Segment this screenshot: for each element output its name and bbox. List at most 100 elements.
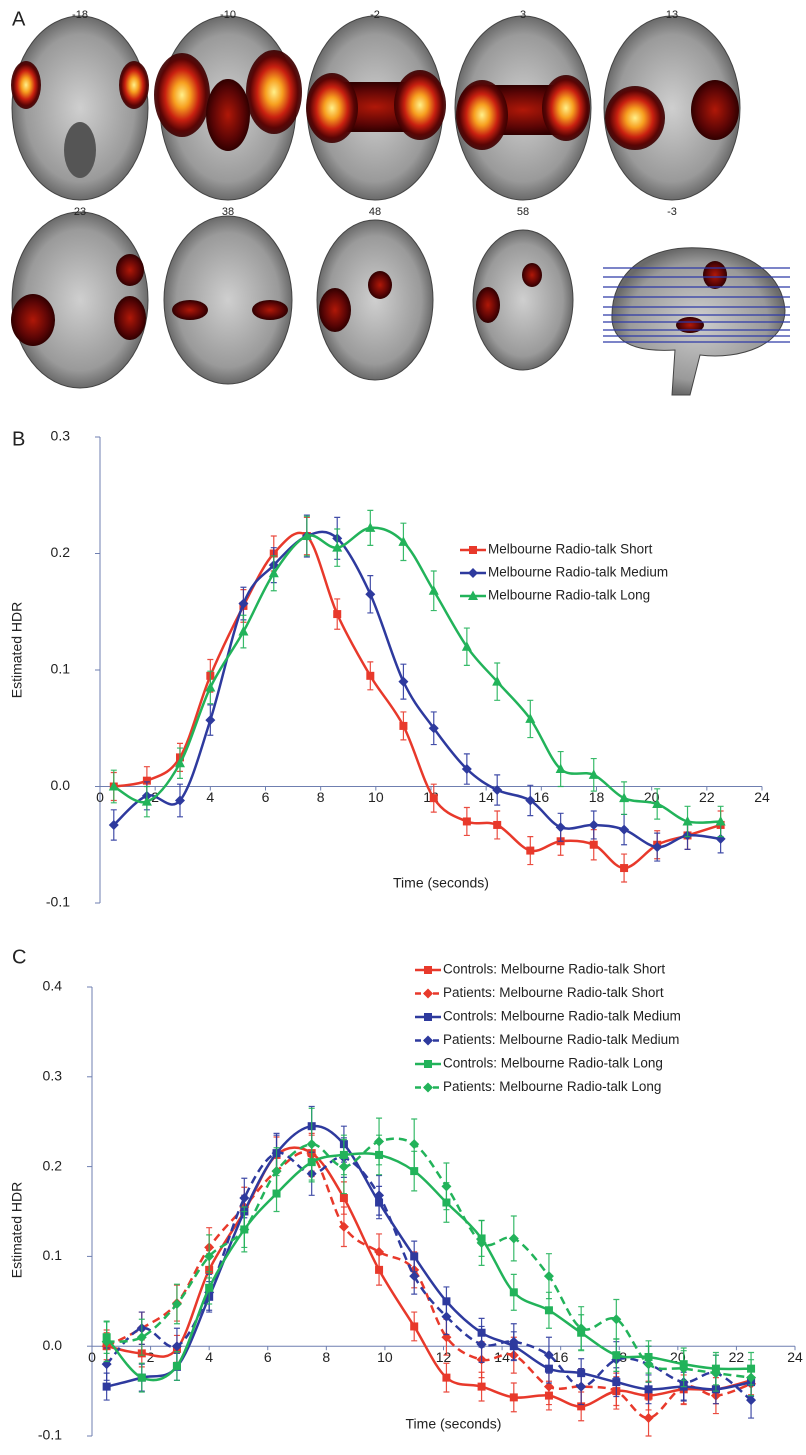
marker bbox=[525, 713, 536, 723]
marker bbox=[374, 1246, 385, 1257]
x-tick-label: 22 bbox=[699, 789, 715, 805]
marker bbox=[588, 819, 599, 830]
slice-label: -3 bbox=[667, 206, 677, 218]
marker bbox=[612, 1351, 621, 1360]
marker bbox=[476, 1339, 487, 1350]
activation bbox=[116, 254, 144, 286]
marker bbox=[409, 1271, 420, 1282]
marker bbox=[643, 1359, 654, 1370]
marker bbox=[715, 815, 726, 826]
marker bbox=[338, 1221, 349, 1232]
marker bbox=[543, 1271, 554, 1282]
marker bbox=[543, 1381, 554, 1392]
marker bbox=[555, 763, 566, 774]
legend-label: Controls: Melbourne Radio-talk Medium bbox=[443, 1009, 681, 1024]
y-tick-label: 0.1 bbox=[51, 661, 71, 677]
legend-marker bbox=[423, 1035, 433, 1046]
marker bbox=[142, 776, 151, 785]
marker bbox=[509, 1393, 518, 1402]
marker bbox=[239, 1224, 250, 1235]
marker bbox=[410, 1322, 419, 1331]
series-line bbox=[106, 1137, 752, 1379]
marker bbox=[441, 1311, 452, 1322]
brain-slice bbox=[472, 229, 574, 371]
marker bbox=[410, 1167, 419, 1176]
x-tick-label: 18 bbox=[589, 789, 605, 805]
marker bbox=[238, 626, 249, 636]
marker bbox=[746, 1395, 757, 1406]
marker bbox=[576, 1381, 587, 1392]
slice-label: -2 bbox=[370, 9, 380, 21]
marker bbox=[441, 1181, 452, 1192]
marker bbox=[442, 1373, 451, 1382]
brain-detail bbox=[64, 122, 96, 178]
slice-label: -10 bbox=[220, 9, 236, 21]
slice-label: 23 bbox=[74, 206, 86, 218]
brain-slice bbox=[603, 15, 741, 201]
y-tick-label: -0.1 bbox=[38, 1427, 62, 1443]
brain-slice bbox=[11, 15, 149, 201]
activation bbox=[154, 53, 210, 137]
brain-slices bbox=[11, 15, 790, 396]
x-tick-label: 8 bbox=[317, 789, 325, 805]
marker bbox=[366, 671, 375, 680]
marker bbox=[171, 1298, 182, 1309]
x-tick-label: 6 bbox=[264, 1349, 272, 1365]
marker bbox=[174, 757, 185, 768]
legend-label: Patients: Melbourne Radio-talk Short bbox=[443, 985, 664, 1000]
marker bbox=[461, 764, 472, 775]
legend-marker bbox=[469, 546, 477, 554]
activation bbox=[676, 317, 704, 333]
marker bbox=[238, 598, 249, 609]
legend-marker bbox=[468, 590, 478, 600]
marker bbox=[332, 542, 343, 552]
y-tick-label: 0.0 bbox=[51, 777, 71, 793]
marker bbox=[477, 1382, 486, 1391]
y-tick-label: -0.1 bbox=[46, 894, 70, 910]
marker bbox=[365, 522, 376, 532]
marker bbox=[137, 1373, 146, 1382]
marker bbox=[652, 798, 663, 808]
marker bbox=[171, 1341, 182, 1352]
series bbox=[110, 509, 724, 838]
marker bbox=[476, 1237, 487, 1248]
marker bbox=[205, 1283, 214, 1292]
slice-lines bbox=[603, 267, 790, 343]
marker bbox=[588, 769, 599, 779]
x-tick-label: 22 bbox=[729, 1349, 745, 1365]
x-tick-label: 8 bbox=[322, 1349, 330, 1365]
legend-marker bbox=[423, 988, 433, 999]
marker bbox=[174, 795, 185, 806]
activation bbox=[456, 80, 508, 150]
marker bbox=[526, 846, 535, 855]
marker bbox=[306, 1139, 317, 1150]
legend-label: Melbourne Radio-talk Long bbox=[488, 588, 650, 603]
slice-label: 48 bbox=[369, 206, 381, 218]
marker bbox=[102, 1382, 111, 1391]
legend-marker bbox=[424, 966, 432, 974]
activation bbox=[368, 271, 392, 299]
legend-label: Melbourne Radio-talk Medium bbox=[488, 565, 668, 580]
slice-label: 3 bbox=[520, 9, 526, 21]
activation bbox=[319, 288, 351, 332]
legend-label: Patients: Melbourne Radio-talk Long bbox=[443, 1079, 661, 1094]
marker bbox=[339, 1194, 348, 1203]
x-tick-label: 24 bbox=[787, 1349, 803, 1365]
activation bbox=[172, 300, 208, 320]
marker bbox=[576, 1323, 587, 1334]
marker bbox=[492, 784, 503, 795]
y-tick-label: 0.4 bbox=[43, 978, 63, 994]
marker bbox=[271, 1166, 282, 1177]
marker bbox=[611, 1314, 622, 1325]
marker bbox=[678, 1363, 689, 1374]
y-tick-label: 0.1 bbox=[43, 1247, 63, 1263]
marker bbox=[374, 1190, 385, 1201]
activation bbox=[703, 261, 727, 289]
marker bbox=[108, 781, 119, 791]
marker bbox=[509, 1288, 518, 1297]
marker bbox=[301, 530, 312, 541]
marker bbox=[399, 721, 408, 730]
y-tick-label: 0.3 bbox=[43, 1068, 63, 1084]
